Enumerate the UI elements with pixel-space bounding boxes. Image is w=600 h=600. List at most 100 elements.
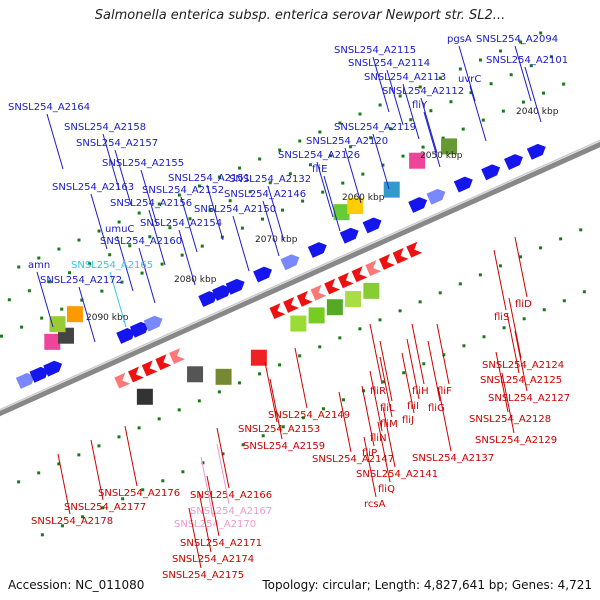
feature-box: [308, 307, 325, 324]
ring-dot: [278, 148, 282, 152]
ring-dot: [157, 202, 161, 206]
ring-dot: [68, 271, 72, 275]
ring-dot: [469, 91, 473, 95]
leader-line: [402, 83, 420, 140]
ring-dot: [77, 453, 81, 457]
top-gene-label: amn: [28, 260, 50, 271]
ring-dot: [221, 452, 225, 456]
ring-dot: [562, 82, 566, 86]
top-gene-label: SNSL254_A2165: [71, 260, 153, 271]
bottom-gene-label: SNSL254_A2174: [172, 554, 254, 565]
reverse-gene-arrow: [406, 241, 423, 258]
leader-line: [363, 436, 377, 498]
reverse-gene-arrow: [324, 278, 341, 295]
leader-line: [386, 69, 404, 126]
dotted-ring-1: [17, 228, 583, 484]
ring-dot: [60, 524, 64, 528]
ring-dot: [341, 181, 345, 185]
leader-line: [458, 45, 476, 102]
ring-dot: [438, 76, 442, 80]
leader-line: [57, 453, 71, 515]
leader-line: [372, 133, 390, 190]
leader-line: [262, 200, 280, 257]
ring-dot: [137, 426, 141, 430]
ring-dot: [177, 193, 181, 197]
ring-dot: [181, 470, 185, 474]
ring-dot: [482, 335, 486, 339]
bottom-gene-label: fliF: [437, 386, 452, 397]
reverse-gene-arrow: [155, 354, 172, 371]
leader-line: [114, 149, 132, 206]
bottom-gene-label: SNSL254_A2159: [243, 441, 325, 452]
leader-line: [401, 352, 415, 414]
leader-line: [369, 323, 383, 385]
ring-dot: [148, 235, 152, 239]
leader-line: [109, 271, 127, 328]
bottom-gene-label: SNSL254_A2153: [238, 424, 320, 435]
ring-dot: [499, 49, 503, 53]
ring-dot: [421, 145, 425, 149]
leader-line: [216, 443, 230, 505]
leader-line: [469, 85, 487, 142]
bottom-gene-label: rcsA: [364, 499, 386, 510]
leader-line: [78, 286, 96, 343]
kbp-tick-label: 2080 kbp: [174, 275, 217, 285]
ring-dot: [137, 211, 141, 215]
leader-line: [338, 391, 352, 453]
ring-dot: [228, 199, 232, 203]
dotted-ring-3: [7, 55, 553, 302]
ring-dot: [241, 443, 245, 447]
top-gene-label: pgsA: [447, 34, 472, 45]
ring-dot: [298, 354, 302, 358]
ring-dot: [489, 82, 493, 86]
forward-gene-arrow: [116, 327, 136, 344]
ring-dot: [201, 461, 205, 465]
ring-dot: [208, 208, 212, 212]
ring-dot: [501, 109, 505, 113]
leader-line: [198, 491, 212, 553]
bottom-gene-label: fliJ: [402, 415, 414, 426]
ring-dot: [200, 244, 204, 248]
forward-gene-arrow: [339, 227, 359, 244]
ring-dot: [401, 154, 405, 158]
top-gene-label: SNSL254_A2115: [334, 45, 416, 56]
ring-dot: [101, 506, 105, 510]
ring-dot: [40, 533, 44, 537]
ring-dot: [168, 226, 172, 230]
summary-text: Topology: circular; Length: 4,827,641 bp…: [262, 578, 592, 592]
ring-dot: [180, 253, 184, 257]
leader-line: [323, 175, 341, 232]
leader-line: [178, 229, 196, 286]
ring-dot: [188, 217, 192, 221]
top-gene-label: SNSL254_A2155: [102, 158, 184, 169]
ring-dot: [258, 372, 262, 376]
bottom-gene-label: SNSL254_A2176: [98, 488, 180, 499]
leader-line: [369, 370, 383, 432]
bottom-gene-label: fliH: [412, 386, 429, 397]
ring-dot: [120, 280, 124, 284]
ring-dot: [458, 282, 462, 286]
ring-dot: [217, 175, 221, 179]
ring-dot: [260, 217, 264, 221]
leader-line: [206, 475, 220, 537]
feature-box: [363, 282, 380, 299]
leader-line: [379, 356, 393, 418]
leader-line: [420, 97, 438, 154]
feature-box: [383, 181, 400, 198]
leader-line: [508, 297, 522, 359]
leader-line: [514, 330, 528, 392]
feature-box: [44, 333, 61, 350]
reverse-gene-arrow: [365, 260, 382, 277]
ring-dot: [518, 255, 522, 259]
dotted-ring-4: [17, 31, 543, 269]
feature-box: [347, 198, 364, 215]
ring-dot: [449, 100, 453, 104]
top-gene-label: SNSL254_A2156: [110, 198, 192, 209]
bottom-gene-label: fliD: [515, 299, 532, 310]
bottom-gene-label: SNSL254_A2166: [190, 490, 272, 501]
top-gene-label: SNSL254_A2158: [64, 122, 146, 133]
ring-dot: [422, 362, 426, 366]
forward-gene-arrow: [212, 285, 231, 301]
ring-dot: [258, 157, 262, 161]
ring-dot: [40, 316, 44, 320]
